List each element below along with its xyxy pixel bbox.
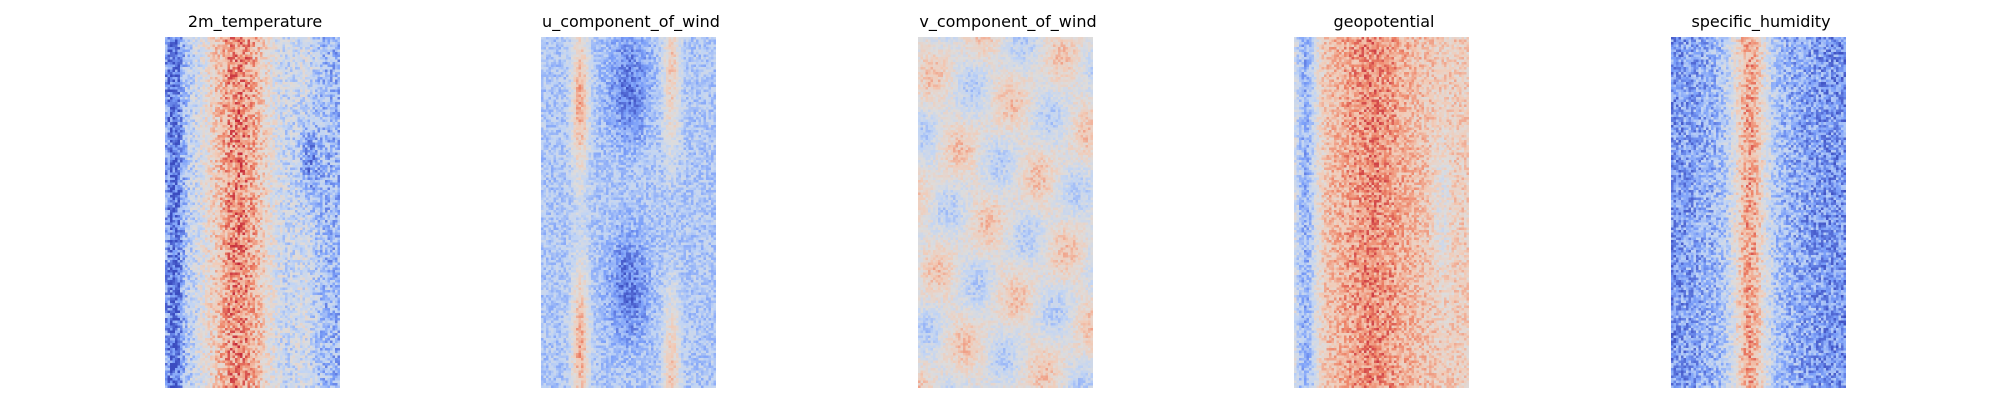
panel-geopotential: geopotential — [1294, 0, 1474, 400]
panel-title: u_component_of_wind — [542, 12, 720, 31]
temperature-field-image — [165, 37, 340, 388]
panel-specific-humidity: specific_humidity — [1671, 0, 1851, 400]
panel-v-component-of-wind: v_component_of_wind — [918, 0, 1098, 400]
panel-title: v_component_of_wind — [919, 12, 1097, 31]
panel-u-component-of-wind: u_component_of_wind — [541, 0, 721, 400]
panel-title: specific_humidity — [1691, 12, 1831, 31]
geopotential-field-image — [1294, 37, 1469, 388]
panel-title: geopotential — [1333, 12, 1435, 31]
humidity-field-image — [1671, 37, 1846, 388]
u-wind-field-image — [541, 37, 716, 388]
panel-2m-temperature: 2m_temperature — [165, 0, 345, 400]
panel-title: 2m_temperature — [187, 12, 323, 31]
v-wind-field-image — [918, 37, 1093, 388]
